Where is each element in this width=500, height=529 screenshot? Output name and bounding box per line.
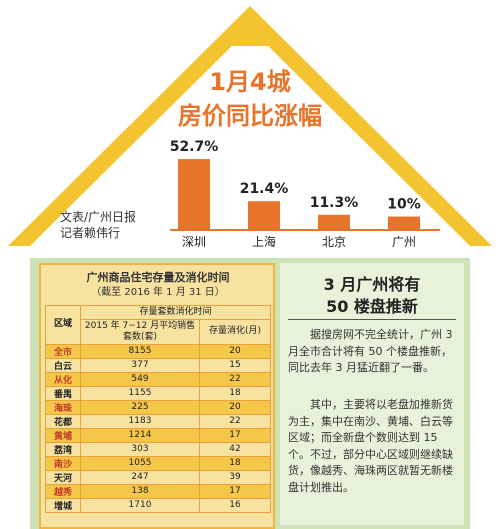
table-row: 荔湾 303 42 bbox=[45, 441, 271, 457]
row-district: 南沙 bbox=[45, 455, 81, 471]
table-row: 花都 1183 22 bbox=[45, 413, 271, 429]
house-roof bbox=[8, 6, 492, 246]
row-district: 荔湾 bbox=[45, 441, 81, 457]
row-district: 白云 bbox=[45, 357, 81, 373]
byline-line2: 记者赖伟行 bbox=[60, 226, 121, 240]
article-paragraph-2: 其中，主要将以老盘加推新货为主，集中在南沙、黄埔、白云等区域；而全新盘个数则达到… bbox=[288, 398, 453, 494]
table-row: 从化 549 22 bbox=[45, 371, 271, 387]
chart-title-line2: 房价同比涨幅 bbox=[178, 102, 322, 130]
row-district: 海珠 bbox=[45, 399, 81, 415]
byline-line1: 文表/广州日报 bbox=[60, 210, 137, 224]
row-stock: 225 bbox=[80, 399, 200, 415]
row-stock: 247 bbox=[80, 469, 200, 485]
chart-title-line1: 1月4城 bbox=[209, 68, 291, 96]
row-cycle: 18 bbox=[199, 385, 271, 401]
bar-1 bbox=[248, 201, 280, 230]
table-row: 全市 8155 20 bbox=[45, 343, 271, 359]
article-heading-line2: 50 楼盘推新 bbox=[326, 297, 418, 316]
category-label: 广州 bbox=[392, 235, 416, 249]
row-cycle: 22 bbox=[199, 371, 271, 387]
table-row: 白云 377 15 bbox=[45, 357, 271, 373]
row-stock: 1710 bbox=[80, 497, 200, 513]
bar-value-label: 11.3% bbox=[310, 195, 359, 211]
table-row: 增城 1710 16 bbox=[45, 497, 271, 513]
bar-2 bbox=[318, 214, 350, 230]
table-header-row: 区域 存量套数消化时间 bbox=[45, 305, 271, 345]
article-paragraph-1: 据搜房网不完全统计，广州 3 月全市合计将有 50 个楼盘推新，同比去年 3 月… bbox=[288, 328, 453, 374]
row-stock: 138 bbox=[80, 483, 200, 499]
row-district: 全市 bbox=[45, 343, 81, 359]
row-stock: 1155 bbox=[80, 385, 200, 401]
article-heading-line1: 3 月广州将有 bbox=[323, 275, 421, 294]
row-cycle: 17 bbox=[199, 483, 271, 499]
row-cycle: 22 bbox=[199, 413, 271, 429]
row-cycle: 18 bbox=[199, 455, 271, 471]
row-cycle: 16 bbox=[199, 497, 271, 513]
stock-table-panel: 广州商品住宅存量及消化时间 （截至 2016 年 1 月 31 日） 区域 存量… bbox=[39, 263, 275, 529]
bar-chart: 52.7% 深圳 21.4% 上海 11.3% 北京 10% 广州 bbox=[170, 139, 440, 249]
category-label: 上海 bbox=[252, 234, 276, 249]
category-label: 深圳 bbox=[182, 235, 206, 249]
row-cycle: 39 bbox=[199, 469, 271, 485]
row-stock: 1183 bbox=[80, 413, 200, 429]
table-row: 天河 247 39 bbox=[45, 469, 271, 485]
row-district: 天河 bbox=[45, 469, 81, 485]
row-cycle: 20 bbox=[199, 399, 271, 415]
bar-0 bbox=[178, 159, 210, 230]
table-row: 越秀 138 17 bbox=[45, 483, 271, 499]
row-stock: 377 bbox=[80, 357, 200, 373]
heading-divider bbox=[288, 319, 456, 320]
header-cycle: 存量消化(月) bbox=[199, 318, 271, 345]
row-cycle: 20 bbox=[199, 343, 271, 359]
row-district: 从化 bbox=[45, 371, 81, 387]
bar-value-label: 21.4% bbox=[240, 181, 289, 197]
header-district: 区域 bbox=[45, 305, 81, 345]
row-district: 增城 bbox=[45, 497, 81, 513]
table-title: 广州商品住宅存量及消化时间 bbox=[86, 271, 230, 284]
bar-value-label: 10% bbox=[387, 197, 421, 213]
article-panel: 3 月广州将有 50 楼盘推新 据搜房网不完全统计，广州 3 月全市合计将有 5… bbox=[280, 263, 464, 525]
row-stock: 1214 bbox=[80, 427, 200, 443]
header-stock: 2015 年 7~12 月平均销售套数(套) bbox=[80, 318, 200, 345]
row-cycle: 15 bbox=[199, 357, 271, 373]
row-stock: 8155 bbox=[80, 343, 200, 359]
row-district: 番禺 bbox=[45, 385, 81, 401]
stock-table: 区域 存量套数消化时间 2015 年 7~12 月平均销售套数(套) 存量消化(… bbox=[45, 305, 271, 513]
roof-peak bbox=[210, 28, 290, 46]
row-district: 黄埔 bbox=[45, 427, 81, 443]
row-cycle: 42 bbox=[199, 441, 271, 457]
row-stock: 549 bbox=[80, 371, 200, 387]
table-row: 番禺 1155 18 bbox=[45, 385, 271, 401]
category-label: 北京 bbox=[322, 235, 346, 249]
table-row: 南沙 1055 18 bbox=[45, 455, 271, 471]
table-row: 海珠 225 20 bbox=[45, 399, 271, 415]
header-group: 存量套数消化时间 bbox=[80, 305, 271, 320]
row-cycle: 17 bbox=[199, 427, 271, 443]
table-row: 黄埔 1214 17 bbox=[45, 427, 271, 443]
bar-3 bbox=[388, 216, 420, 230]
row-district: 花都 bbox=[45, 413, 81, 429]
bar-value-label: 52.7% bbox=[170, 139, 219, 155]
table-subtitle: （截至 2016 年 1 月 31 日） bbox=[91, 287, 225, 298]
row-stock: 303 bbox=[80, 441, 200, 457]
row-district: 越秀 bbox=[45, 483, 81, 499]
row-stock: 1055 bbox=[80, 455, 200, 471]
